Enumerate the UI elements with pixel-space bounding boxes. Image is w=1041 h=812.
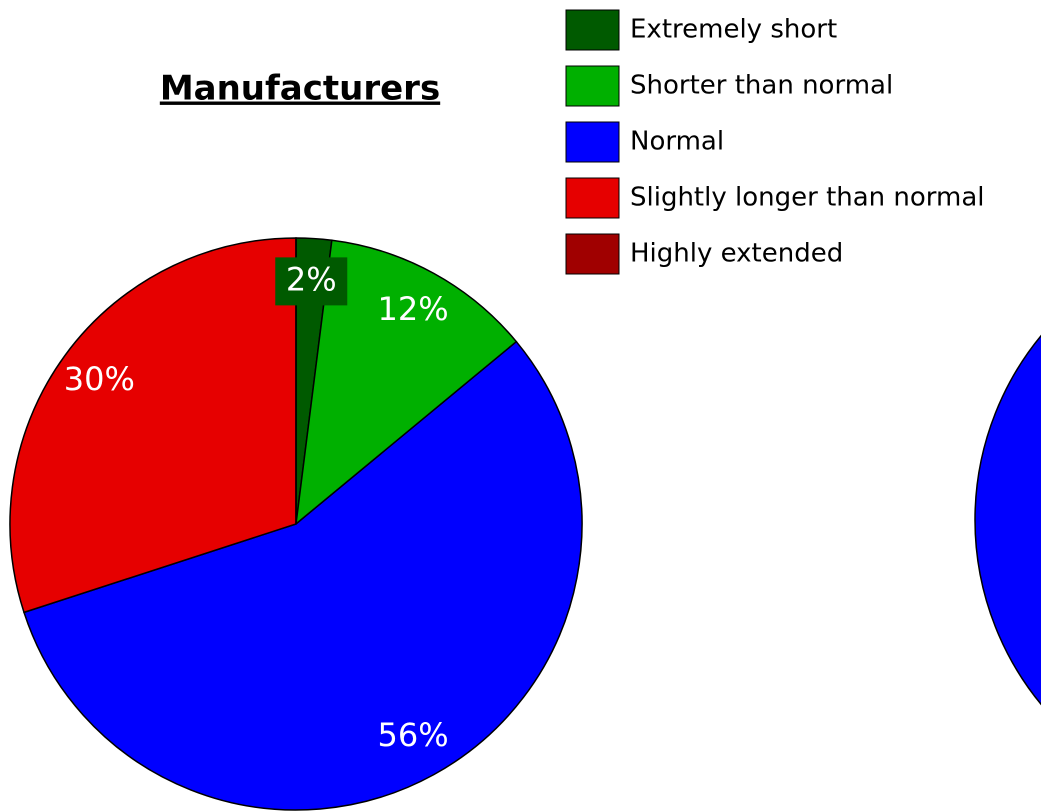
legend-swatch — [565, 9, 620, 51]
pie-slice — [295, 239, 518, 526]
value-label: 2% — [286, 260, 337, 298]
label-background — [275, 257, 348, 306]
pie-slice — [9, 237, 297, 614]
legend-swatch — [565, 65, 620, 107]
second-pie-partial — [974, 334, 1041, 706]
legend-text: Normal — [630, 127, 724, 157]
legend-text: Highly extended — [630, 239, 843, 269]
legend-text: Shorter than normal — [630, 71, 893, 101]
legend-swatch — [565, 233, 620, 275]
value-label: 56% — [378, 716, 449, 754]
legend-swatch — [565, 177, 620, 219]
legend-text: Slightly longer than normal — [630, 183, 985, 213]
value-label: 12% — [378, 290, 449, 328]
pie-slice — [23, 340, 583, 811]
value-label: 30% — [64, 360, 135, 398]
legend-swatch — [565, 121, 620, 163]
chart-title: Manufacturers — [160, 69, 440, 109]
legend-text: Extremely short — [630, 15, 837, 45]
